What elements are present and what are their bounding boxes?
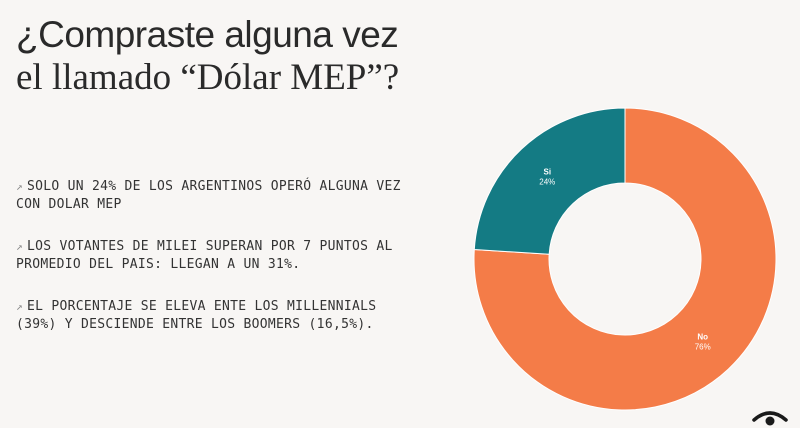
arrow-icon: ↗ bbox=[16, 300, 23, 313]
arrow-icon: ↗ bbox=[16, 240, 23, 253]
slice-value-si: 24% bbox=[539, 177, 555, 186]
eye-icon bbox=[752, 411, 788, 426]
donut-slices bbox=[473, 107, 777, 411]
bullet-3: ↗ EL PORCENTAJE SE ELEVA ENTE LOS MILLENN… bbox=[16, 298, 416, 334]
title-line-2: el llamado “Dólar MEP”? bbox=[16, 57, 400, 98]
slice-label-no: No bbox=[697, 333, 708, 342]
arrow-icon: ↗ bbox=[16, 180, 23, 193]
bullet-2-text: LOS VOTANTES DE MILEI SUPERAN POR 7 PUNT… bbox=[16, 239, 393, 272]
bullet-3-text: EL PORCENTAJE SE ELEVA ENTE LOS MILLENNI… bbox=[16, 299, 377, 332]
slice-si bbox=[473, 107, 626, 255]
slice-no bbox=[473, 107, 777, 411]
bullet-1: ↗ SOLO UN 24% DE LOS ARGENTINOS OPERÓ ALG… bbox=[16, 178, 416, 214]
slice-value-no: 76% bbox=[695, 343, 711, 352]
bullet-2: ↗ LOS VOTANTES DE MILEI SUPERAN POR 7 PUN… bbox=[16, 238, 416, 274]
title-line-1: ¿Compraste alguna vez bbox=[16, 14, 399, 55]
slice-label-si: Si bbox=[544, 167, 552, 176]
bullet-1-text: SOLO UN 24% DE LOS ARGENTINOS OPERÓ ALGU… bbox=[16, 179, 401, 212]
